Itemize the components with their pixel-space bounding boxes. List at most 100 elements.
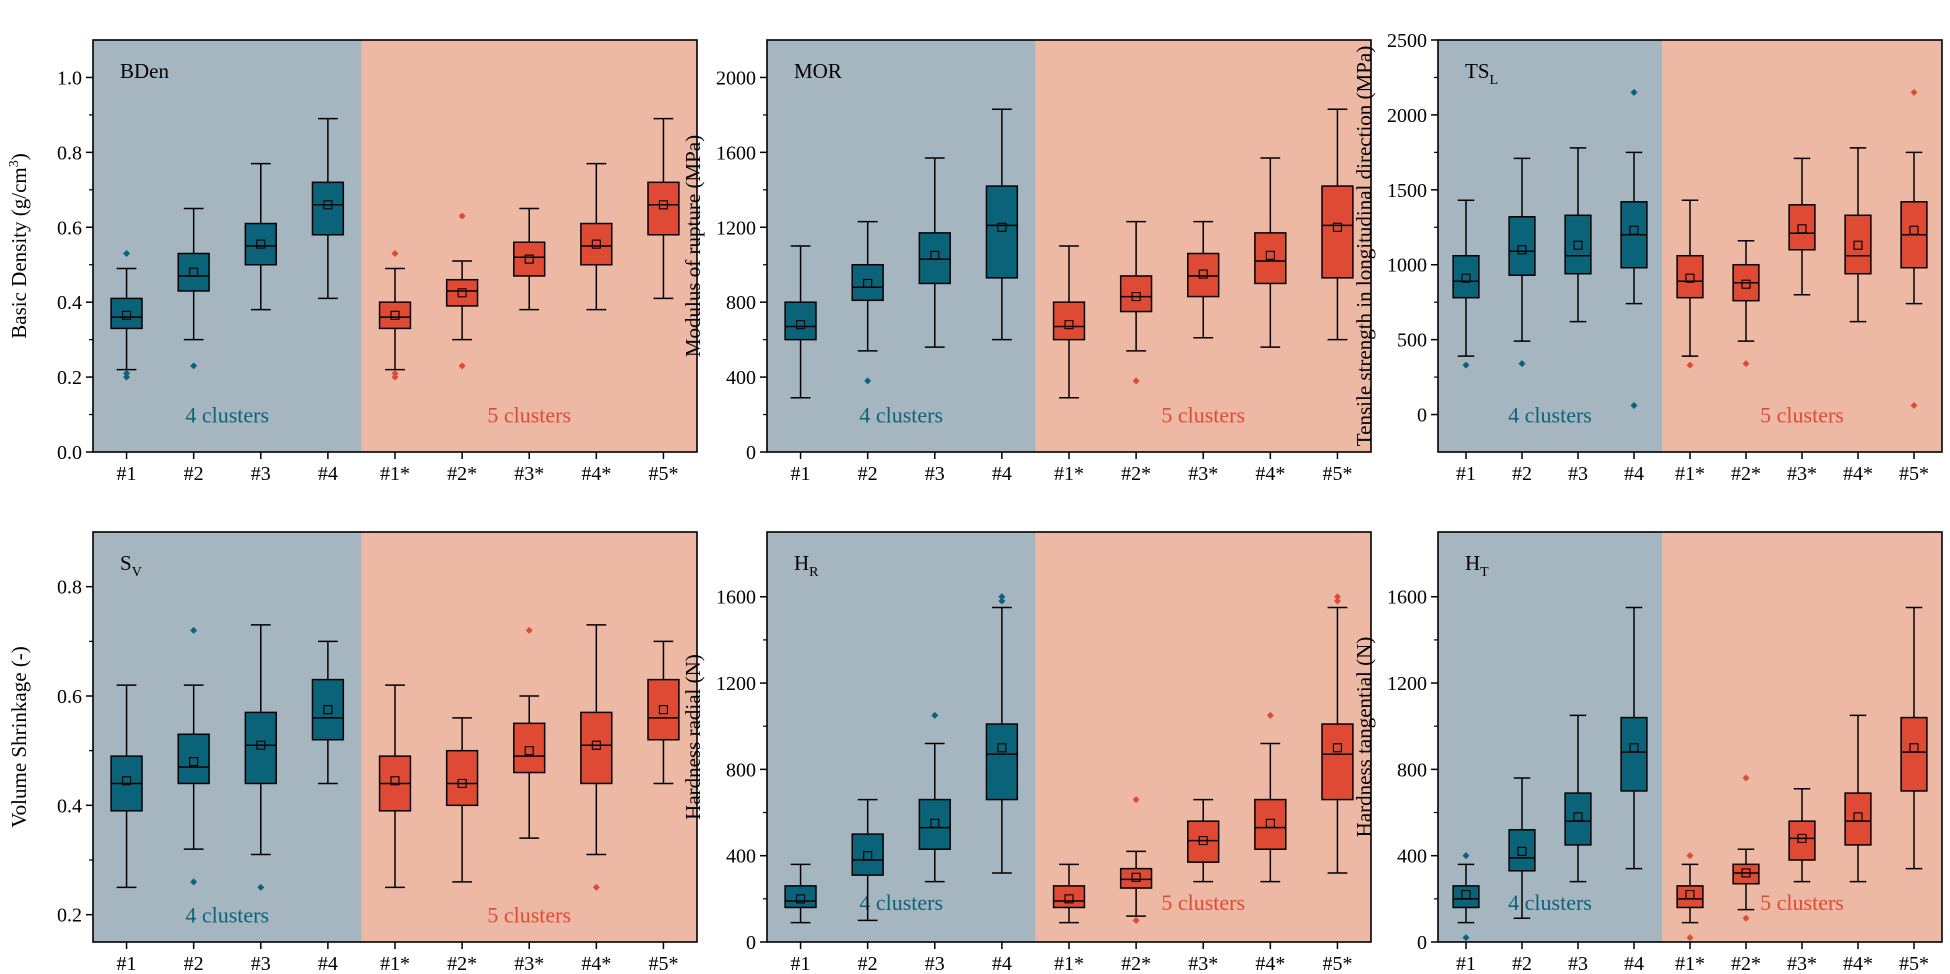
x-tick-label: #4* xyxy=(1255,463,1285,485)
mean-marker xyxy=(796,894,806,904)
box-#3 xyxy=(918,157,951,348)
mean-marker xyxy=(189,267,199,277)
y-axis-label: Modulus of rupture (MPa) xyxy=(681,135,705,357)
box-#1 xyxy=(110,249,143,381)
y-tick-label: 2500 xyxy=(1387,30,1427,52)
outlier-point xyxy=(123,249,131,257)
iqr-box xyxy=(1119,867,1153,889)
outlier-point xyxy=(1742,774,1750,782)
iqr-box xyxy=(1676,254,1704,299)
box-#2 xyxy=(851,220,884,385)
y-tick-label: 400 xyxy=(726,367,756,389)
group-label-4-clusters: 4 clusters xyxy=(185,903,269,928)
box-#4 xyxy=(985,593,1019,874)
mean-marker xyxy=(390,310,400,320)
iqr-box xyxy=(1732,863,1760,885)
x-tick-label: #5* xyxy=(1322,953,1352,974)
mean-marker xyxy=(658,200,668,210)
box-#5* xyxy=(647,640,680,785)
y-tick-label: 0.6 xyxy=(57,217,82,239)
x-tick-label: #3 xyxy=(251,953,271,974)
group-label-4-clusters: 4 clusters xyxy=(859,403,943,428)
mean-marker xyxy=(1131,292,1141,302)
mean-marker xyxy=(1517,846,1527,856)
iqr-box xyxy=(1844,792,1872,846)
y-tick-label: 800 xyxy=(726,292,756,314)
iqr-box xyxy=(851,833,884,876)
mean-marker xyxy=(930,818,940,828)
iqr-box xyxy=(244,711,277,785)
iqr-box xyxy=(1508,829,1536,872)
y-tick-label: 0.4 xyxy=(57,795,82,817)
outlier-point xyxy=(1518,360,1526,368)
outlier-point xyxy=(1910,402,1918,410)
outlier-point xyxy=(1462,934,1470,942)
x-tick-label: #2 xyxy=(1512,953,1532,974)
iqr-box xyxy=(784,885,817,909)
x-tick-label: #1 xyxy=(791,953,811,974)
box-#4 xyxy=(311,640,345,785)
x-tick-label: #3 xyxy=(925,463,945,485)
outlier-point xyxy=(1742,360,1750,368)
x-tick-label: #5* xyxy=(1899,953,1929,974)
y-tick-label: 0.8 xyxy=(57,142,82,164)
mean-marker xyxy=(796,320,806,330)
iqr-box xyxy=(918,798,951,850)
x-tick-label: #3* xyxy=(1188,953,1218,974)
mean-marker xyxy=(1909,225,1919,235)
mean-marker xyxy=(1853,240,1863,250)
mean-marker xyxy=(1685,889,1695,900)
mean-marker xyxy=(457,288,467,298)
x-tick-label: #4 xyxy=(318,953,338,974)
y-tick-label: 0.8 xyxy=(57,577,82,599)
outlier-point xyxy=(1686,852,1694,860)
iqr-box xyxy=(1788,204,1816,251)
x-tick-label: #4 xyxy=(318,463,338,485)
outlier-point xyxy=(1333,597,1341,605)
box-#2 xyxy=(1508,777,1536,920)
panel-hr: 4 clusters 5 clusters 0 400 800 1200 1600 #1 #2 #… xyxy=(681,531,1372,974)
x-tick-label: #2* xyxy=(447,953,477,974)
background-4-clusters xyxy=(93,40,362,452)
group-label-4-clusters: 4 clusters xyxy=(1508,890,1592,915)
x-tick-label: #1* xyxy=(1054,953,1084,974)
outlier-point xyxy=(1630,88,1638,96)
mean-marker xyxy=(930,250,940,260)
iqr-box xyxy=(1452,254,1480,299)
panel-title: SV xyxy=(120,551,142,580)
iqr-box xyxy=(1508,216,1536,276)
mean-marker xyxy=(122,310,132,320)
x-tick-label: #3* xyxy=(514,463,544,485)
group-label-5-clusters: 5 clusters xyxy=(487,903,571,928)
box-#2* xyxy=(1732,240,1760,368)
x-tick-label: #1* xyxy=(1054,463,1084,485)
y-tick-label: 1000 xyxy=(1387,255,1427,277)
mean-marker xyxy=(1629,743,1639,753)
mean-marker xyxy=(256,740,266,750)
outlier-point xyxy=(931,711,939,719)
box-#3* xyxy=(513,207,546,311)
outlier-point xyxy=(1686,934,1694,942)
box-#5* xyxy=(1321,108,1354,341)
outlier-point xyxy=(1686,361,1694,369)
x-tick-label: #1 xyxy=(1456,953,1476,974)
outlier-point xyxy=(391,249,399,257)
y-tick-label: 0.0 xyxy=(57,442,82,464)
x-tick-label: #3 xyxy=(1568,463,1588,485)
iqr-box xyxy=(580,222,613,266)
outlier-point xyxy=(1630,402,1638,410)
y-tick-label: 0.6 xyxy=(57,686,82,708)
box-#4 xyxy=(985,108,1019,341)
x-tick-label: #1* xyxy=(380,953,410,974)
box-#1 xyxy=(1452,199,1480,369)
iqr-box xyxy=(1452,885,1480,909)
panel-tsl: 4 clusters 5 clusters 0 500 1000 1500 2000 2500… xyxy=(1352,30,1943,485)
box-#5* xyxy=(1900,606,1928,870)
outlier-point xyxy=(123,369,131,377)
box-#1 xyxy=(110,684,143,889)
iqr-box xyxy=(1676,885,1704,909)
x-tick-label: #2* xyxy=(1731,953,1761,974)
x-tick-label: #3 xyxy=(925,953,945,974)
box-#1* xyxy=(378,249,412,381)
x-tick-label: #2* xyxy=(1121,463,1151,485)
